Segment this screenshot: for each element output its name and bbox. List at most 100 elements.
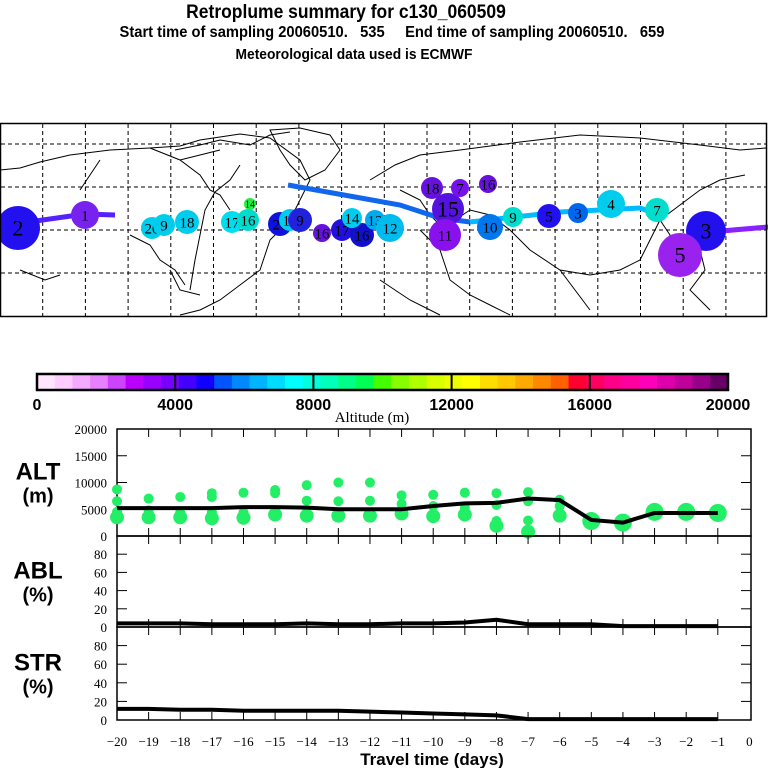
x-axis: −20 −19 −18 −17 −16 −15 −14 −13 −12 −11 −10 −9 −8 −7−… <box>107 734 753 768</box>
colorbar-cell <box>586 374 605 390</box>
plume-day-label: 14 <box>345 211 361 227</box>
altitude-scatter-point <box>396 498 407 509</box>
plume-day-label: 11 <box>438 228 452 244</box>
plume-marker: 1 <box>71 201 99 229</box>
plume-marker: 16 <box>350 223 374 247</box>
y-tick-label: 40 <box>94 676 107 691</box>
plume-circle <box>658 233 702 277</box>
plume-marker: 16 <box>313 224 331 242</box>
panel-ylabel-unit: (m) <box>22 486 53 508</box>
altitude-colorbar: 0 4000 8000 12000 16000 20000 Altitude (m) <box>33 372 750 426</box>
altitude-scatter-point <box>112 484 122 495</box>
colorbar-cell <box>515 374 534 390</box>
plume-marker: 2 <box>0 206 40 250</box>
x-tick-label: −10 <box>423 734 443 749</box>
colorbar-cell <box>285 374 304 390</box>
altitude-scatter-point <box>364 477 375 488</box>
colorbar-cell <box>479 374 499 390</box>
x-tick-label: −18 <box>170 734 190 749</box>
colorbar-cell <box>391 374 410 390</box>
x-tick-label: −19 <box>138 734 158 749</box>
colorbar-cell <box>320 374 339 390</box>
x-tick-label: −4 <box>616 734 630 749</box>
y-tick-label: 80 <box>94 547 107 562</box>
colorbar-cell <box>639 374 658 390</box>
colorbar-cell <box>72 374 91 390</box>
altitude-scatter-point <box>523 487 534 498</box>
colorbar-cell <box>249 374 268 390</box>
y-tick-label: 20 <box>94 602 107 617</box>
x-tick-label: −1 <box>711 734 725 749</box>
plume-circle <box>421 177 443 199</box>
plume-circle <box>237 209 259 231</box>
colorbar-cell <box>107 374 127 390</box>
altitude-scatter-point <box>175 491 186 502</box>
x-tick-label: −16 <box>233 734 254 749</box>
altitude-scatter-point <box>364 495 375 506</box>
altitude-scatter-point <box>112 496 122 507</box>
x-tick-label: −8 <box>490 734 504 749</box>
x-tick-label: −13 <box>328 734 348 749</box>
colorbar-cell <box>231 374 251 390</box>
plume-circle <box>71 201 99 229</box>
plume-day-label: 12 <box>383 221 398 237</box>
colorbar-cell <box>710 374 729 390</box>
series-line-str <box>117 706 718 722</box>
altitude-scatter-point <box>426 509 441 524</box>
plume-marker: 10 <box>477 214 503 240</box>
plume-marker: 7 <box>645 198 669 222</box>
altitude-scatter-point <box>489 518 504 533</box>
sampling-time-line: Start time of sampling 20060510. 535 End… <box>119 24 665 41</box>
altitude-scatter-point <box>268 507 283 522</box>
x-tick-label: −7 <box>521 734 535 749</box>
altitude-scatter-point <box>459 487 470 498</box>
plume-circle <box>342 208 362 228</box>
x-axis-label: Travel time (days) <box>360 750 504 768</box>
colorbar-cell <box>37 374 56 390</box>
plume-day-label: 2 <box>13 216 24 241</box>
plume-marker: 14 <box>244 198 256 211</box>
str-panel: 0 20 40 60 80 STR(%) <box>14 626 752 728</box>
plume-marker: 18 <box>421 177 443 199</box>
panel-frame <box>116 535 752 628</box>
x-tick-label: −9 <box>458 734 472 749</box>
plume-marker: 9 <box>153 214 175 236</box>
met-data-line: Meteorological data used is ECMWF <box>235 46 473 63</box>
plume-circle <box>537 204 561 228</box>
plume-circle <box>221 211 243 233</box>
colorbar-cell <box>497 374 516 390</box>
x-tick-label: −20 <box>107 734 127 749</box>
x-tick-label: −5 <box>584 734 598 749</box>
y-tick-label: 60 <box>94 657 107 672</box>
colorbar-cell <box>161 374 180 390</box>
plume-marker: 14 <box>342 208 362 228</box>
altitude-scatter-point <box>238 487 249 498</box>
colorbar-cell <box>125 374 144 390</box>
altitude-scatter-point <box>301 480 312 491</box>
plume-day-label: 5 <box>675 243 686 268</box>
colorbar-tick-label: 8000 <box>296 397 332 414</box>
panel-ylabel-unit: (%) <box>22 677 53 699</box>
plume-circle <box>503 207 523 227</box>
colorbar-cell <box>462 374 481 390</box>
plume-day-label: 7 <box>653 203 661 219</box>
altitude-scatter-point <box>428 489 439 500</box>
colorbar-cell <box>267 374 286 390</box>
panel-ylabel: ABL <box>13 558 62 585</box>
plume-day-label: 17 <box>225 215 241 231</box>
colorbar-cell <box>444 374 463 390</box>
plume-day-label: 16 <box>481 177 497 193</box>
colorbar-cell <box>550 374 570 390</box>
plume-circle <box>432 193 464 225</box>
colorbar-tick-label: 0 <box>33 397 42 414</box>
alt-panel: 0 5000 10000 15000 20000 ALT(m) <box>16 423 752 544</box>
plume-day-label: 5 <box>545 209 553 225</box>
colorbar-cell <box>338 374 357 390</box>
plume-day-label: 9 <box>296 213 304 229</box>
plume-circle <box>429 219 461 251</box>
plume-circle <box>376 214 404 242</box>
y-tick-label: 0 <box>101 529 108 544</box>
colorbar-cell <box>355 374 375 390</box>
x-tick-label: −14 <box>297 734 318 749</box>
plume-circle <box>350 223 374 247</box>
